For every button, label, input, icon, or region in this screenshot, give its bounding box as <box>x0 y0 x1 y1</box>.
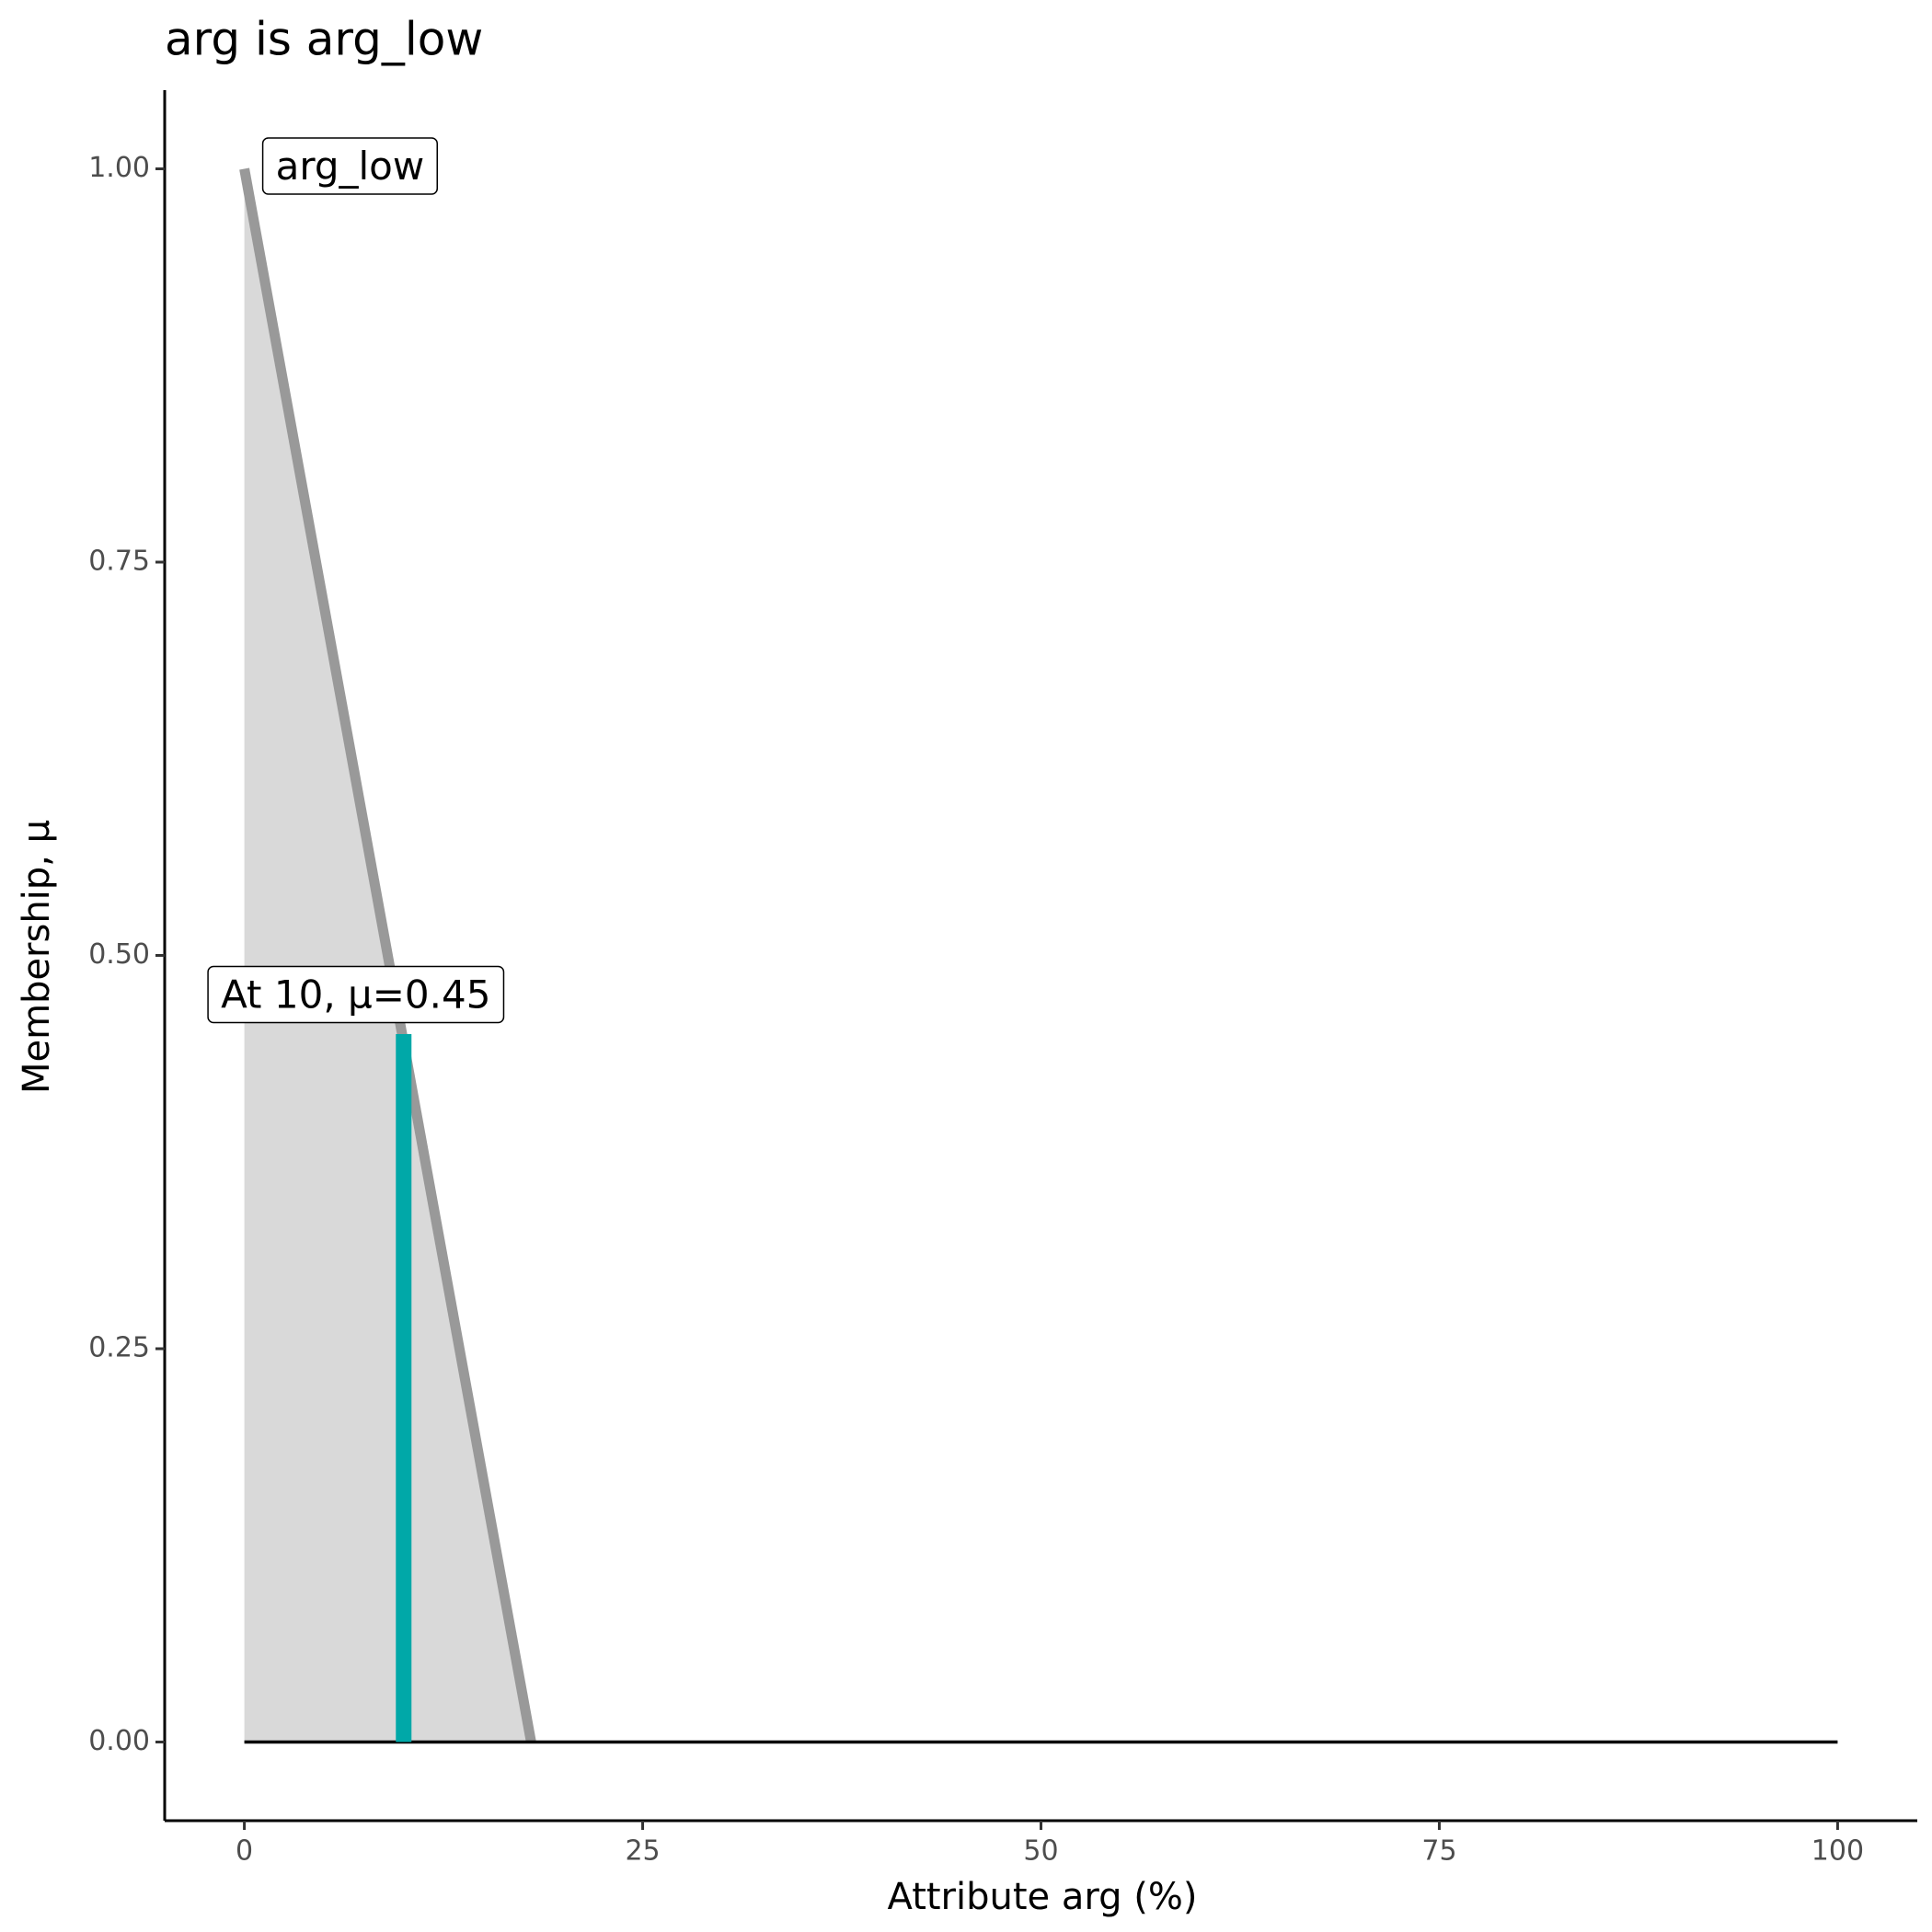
annotation-box <box>261 137 438 195</box>
x-tick-label: 25 <box>625 1835 660 1868</box>
annotation-box <box>207 965 505 1024</box>
y-tick-label: 1.00 <box>88 152 150 184</box>
x-axis-title: Attribute arg (%) <box>888 1876 1198 1918</box>
x-tick-label: 50 <box>1023 1835 1058 1868</box>
x-tick-label: 0 <box>236 1835 253 1868</box>
y-tick-label: 0.50 <box>88 938 150 971</box>
annotation-label: At 10, μ=0.45 <box>221 972 490 1018</box>
y-axis-title: Membership, μ <box>16 820 58 1094</box>
annotation-label: arg_low <box>276 144 425 189</box>
x-tick-label: 75 <box>1421 1835 1456 1868</box>
chart-title: arg is arg_low <box>165 13 483 66</box>
y-tick-label: 0.00 <box>88 1725 150 1757</box>
y-tick-label: 0.25 <box>88 1332 150 1364</box>
x-tick-label: 100 <box>1811 1835 1864 1868</box>
y-tick-label: 0.75 <box>88 546 150 578</box>
line <box>239 167 536 1743</box>
